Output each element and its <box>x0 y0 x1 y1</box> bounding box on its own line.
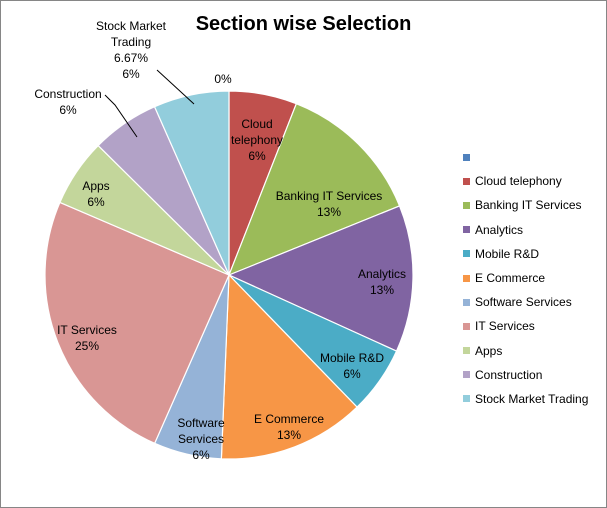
pie-slice-e-commerce <box>220 273 358 460</box>
legend-item-mobile-r-d: Mobile R&D <box>463 242 588 266</box>
legend: Cloud telephony Banking IT Services Analyt… <box>463 145 588 411</box>
legend-item-construction: Construction <box>463 363 588 387</box>
legend-swatch-construction <box>463 371 470 379</box>
pie-slice-it-services <box>44 201 230 445</box>
legend-swatch-cloud-telephony <box>463 177 470 185</box>
legend-label-it-services: IT Services <box>475 319 535 334</box>
data-label-cloud-telephony: Cloud telephony 6% <box>231 117 283 163</box>
legend-label-mobile-r-d: Mobile R&D <box>475 246 540 261</box>
legend-label-e-commerce: E Commerce <box>475 271 546 286</box>
legend-item-banking-it-services: Banking IT Services <box>463 193 588 217</box>
legend-item-analytics: Analytics <box>463 218 588 242</box>
legend-label-banking-it-services: Banking IT Services <box>475 198 582 213</box>
data-label-e-commerce: E Commerce 13% <box>254 412 324 442</box>
data-label-it-services: IT Services 25% <box>57 323 117 353</box>
legend-swatch-software-services <box>463 298 470 306</box>
data-label-software-services: Software Services 6% <box>177 416 225 462</box>
data-label-construction: Construction 6% <box>34 87 101 117</box>
legend-swatch-analytics <box>463 226 470 234</box>
legend-swatch-mobile-r-d <box>463 250 470 258</box>
legend-item-apps: Apps <box>463 339 588 363</box>
leader-line-construction <box>104 94 138 138</box>
legend-item-stock-market-trading: Stock Market Trading <box>463 387 588 411</box>
data-label-stock-market-trading: Stock Market Trading 6.67% 6% <box>96 19 167 81</box>
legend-label-software-services: Software Services <box>475 295 572 310</box>
chart-title: Section wise Selection <box>195 13 412 35</box>
data-label-unnamed: 0% <box>214 72 232 86</box>
legend-swatch-stock-market-trading <box>463 395 470 403</box>
legend-label-stock-market-trading: Stock Market Trading <box>475 391 589 406</box>
pie-slice-analytics <box>227 205 414 352</box>
legend-label-analytics: Analytics <box>475 222 524 237</box>
legend-item-it-services: IT Services <box>463 314 588 338</box>
legend-swatch-it-services <box>463 322 470 330</box>
legend-swatch-unnamed <box>463 153 470 161</box>
leader-line-stock-market-trading <box>156 69 195 105</box>
legend-item-software-services: Software Services <box>463 290 588 314</box>
pie-slice-stock-market-trading <box>153 90 230 276</box>
legend-swatch-e-commerce <box>463 274 470 282</box>
legend-label-cloud-telephony: Cloud telephony <box>475 174 562 189</box>
legend-item-unnamed <box>463 145 588 169</box>
data-label-banking-it-services: Banking IT Services 13% <box>276 189 383 219</box>
legend-swatch-banking-it-services <box>463 201 470 209</box>
legend-item-cloud-telephony: Cloud telephony <box>463 169 588 193</box>
legend-item-e-commerce: E Commerce <box>463 266 588 290</box>
data-label-apps: Apps 6% <box>82 179 109 209</box>
legend-swatch-apps <box>463 347 470 355</box>
data-label-analytics: Analytics 13% <box>358 267 406 297</box>
legend-label-apps: Apps <box>475 343 503 358</box>
data-label-mobile-r-d: Mobile R&D 6% <box>320 351 384 381</box>
legend-label-construction: Construction <box>475 367 543 382</box>
pie-slice-banking-it-services <box>227 102 401 277</box>
